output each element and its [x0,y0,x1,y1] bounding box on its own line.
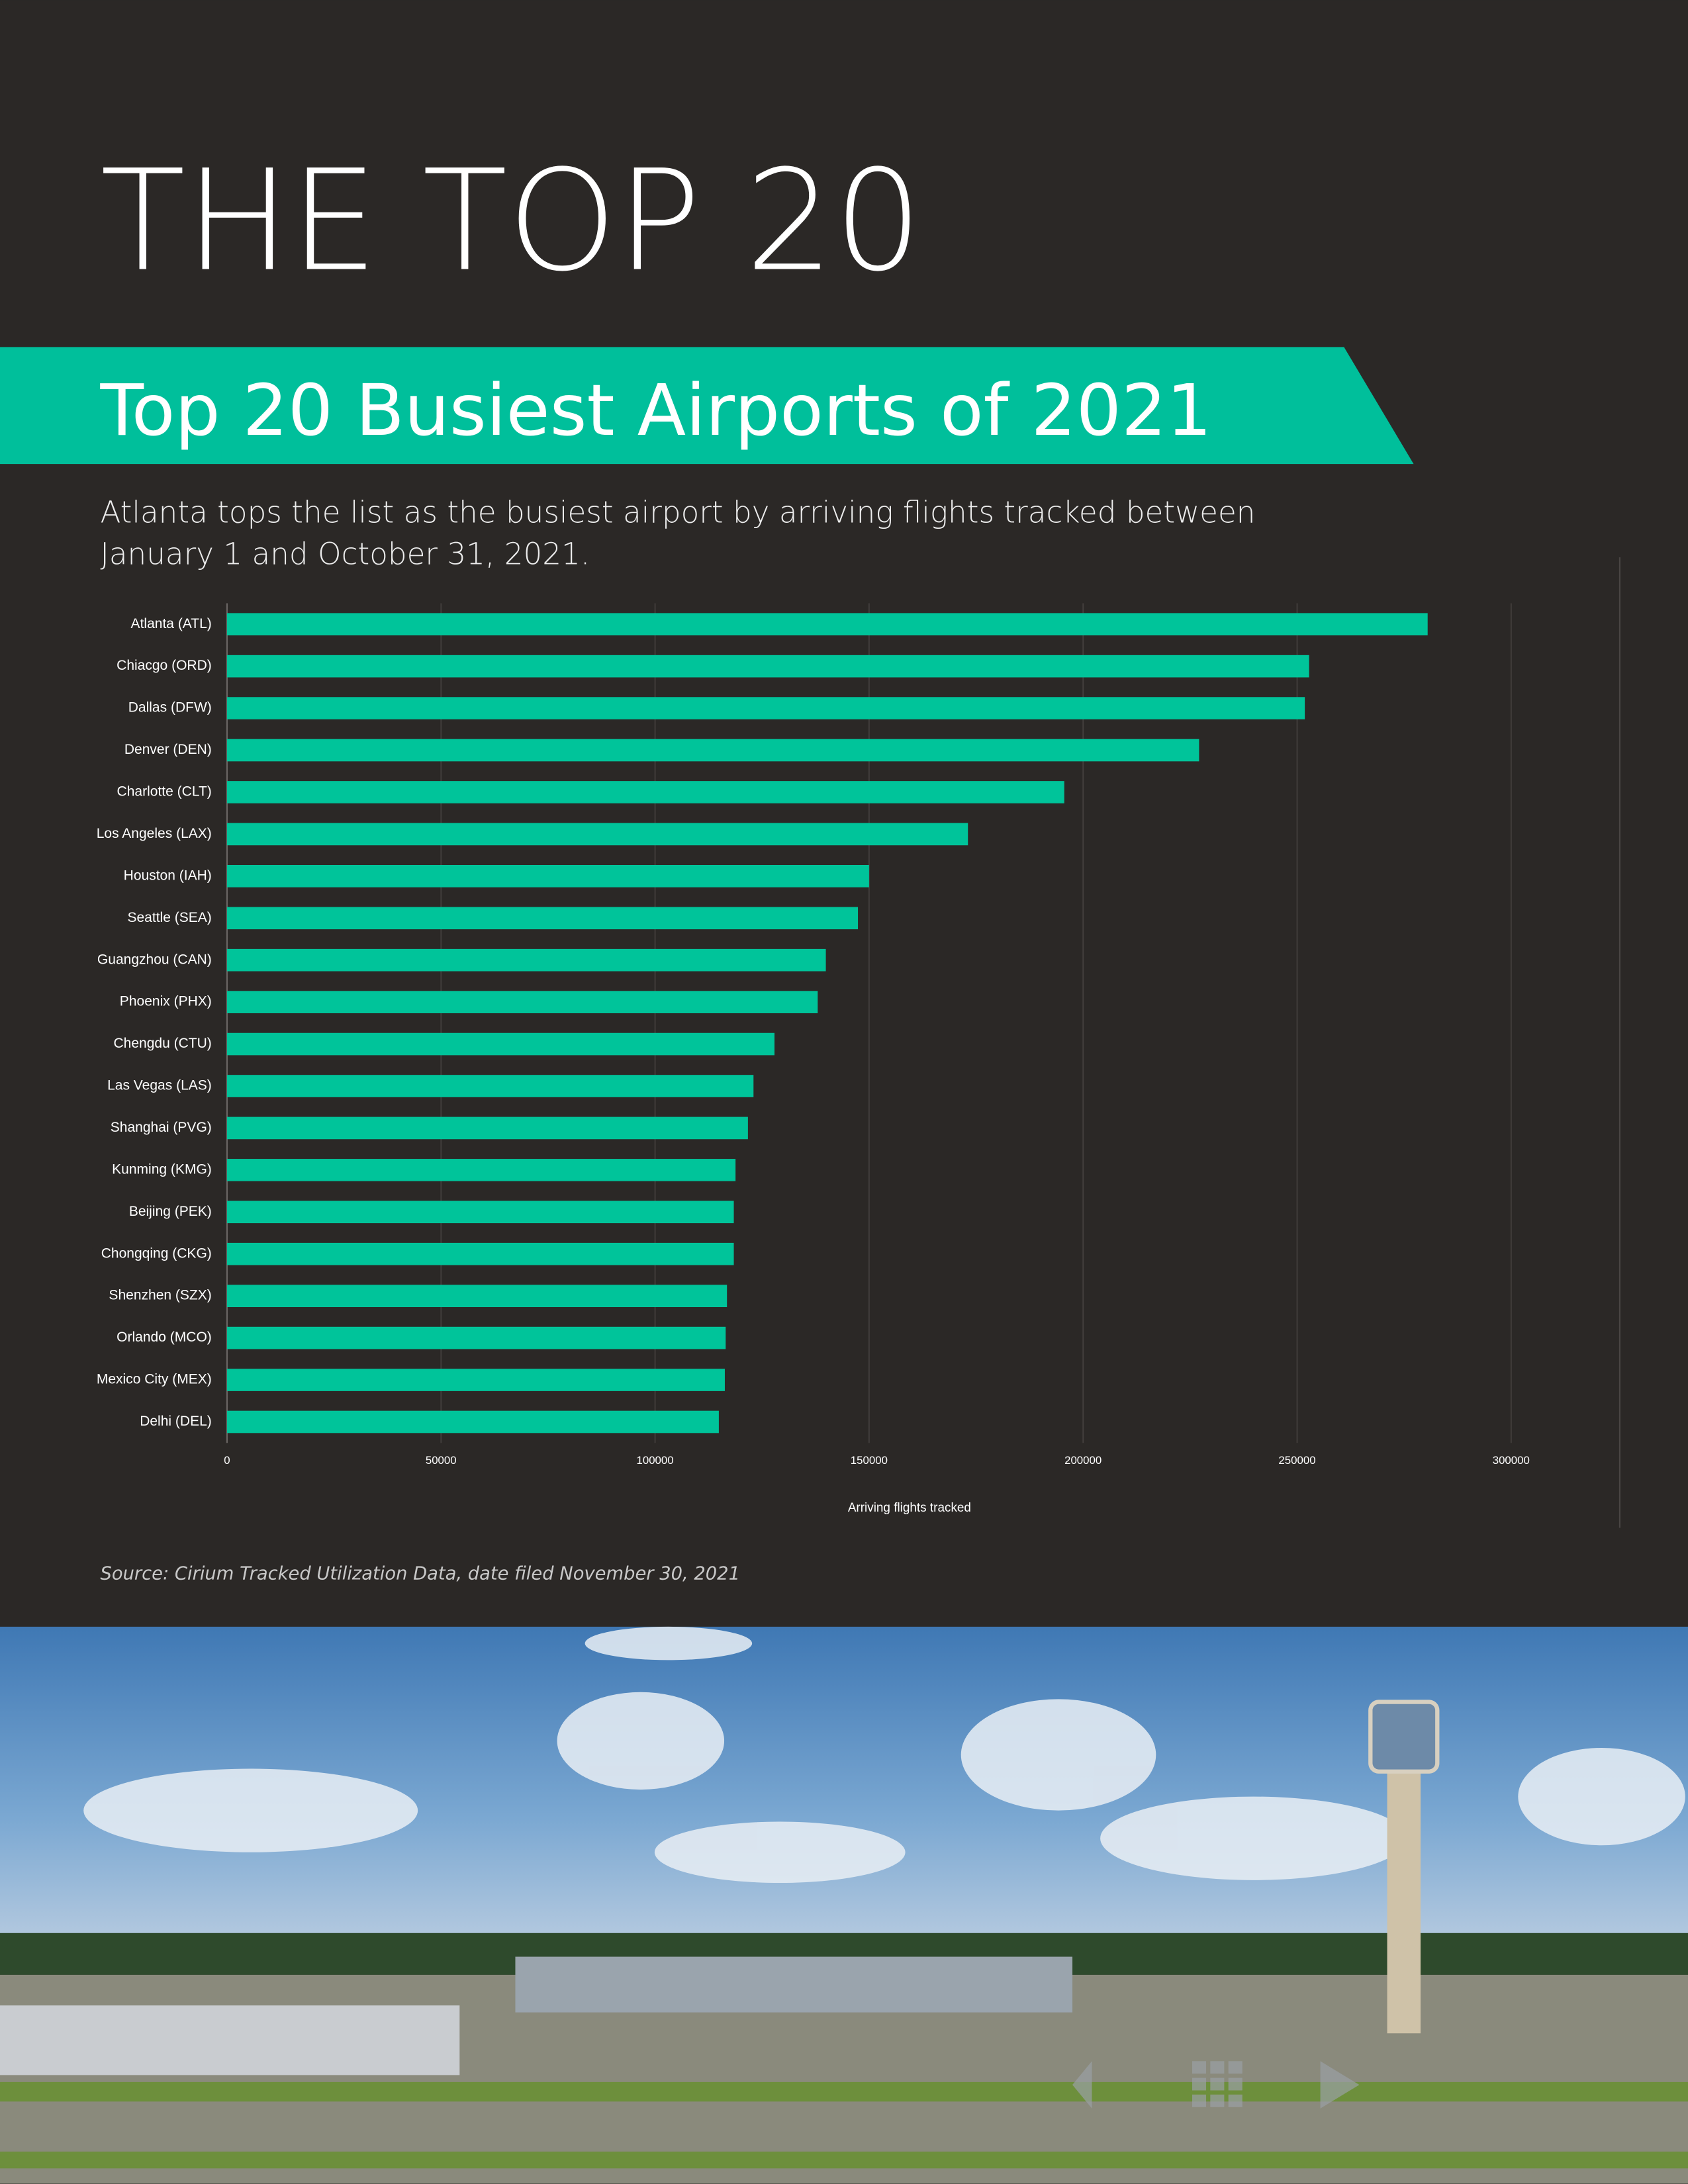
y-tick-label: Delhi (DEL) [140,1414,212,1429]
y-tick-label: Shenzhen (SZX) [109,1288,211,1303]
y-tick-label: Charlotte (CLT) [117,784,212,799]
y-tick-label: Shanghai (PVG) [111,1120,212,1135]
y-tick-label: Beijing (PEK) [129,1204,212,1219]
bar [226,907,859,930]
chart-title: Top 20 Busiest Airports of 2021 [99,369,1211,452]
x-tick-label: 150000 [851,1454,888,1467]
bar [226,1410,719,1433]
terminal [515,1956,1073,2013]
y-tick-label: Houston (IAH) [124,868,212,883]
title-banner [0,347,1414,465]
subtitle-box: Atlanta tops the list as the busiest air… [100,496,1256,573]
bar [226,613,1428,636]
y-tick-label: Denver (DEN) [124,742,212,757]
bar [226,1116,748,1140]
y-tick-label: Phoenix (PHX) [120,994,212,1009]
x-axis-label: Arriving flights tracked [848,1501,971,1515]
bar [226,1369,725,1391]
x-tick-label: 50000 [426,1454,457,1467]
background [0,0,1688,1626]
y-tick-label: Kunming (KMG) [112,1161,212,1177]
bar [226,1326,726,1349]
y-tick-label: Chengdu (CTU) [113,1036,211,1051]
y-tick-label: Chiacgo (ORD) [117,658,212,673]
x-tick-label: 300000 [1493,1454,1530,1467]
x-tick-label: 0 [224,1454,230,1467]
y-tick-label: Dallas (DFW) [128,700,212,715]
bar [226,991,818,1013]
grass [0,2081,1688,2102]
x-tick-label: 200000 [1064,1454,1102,1467]
y-tick-label: Seattle (SEA) [127,910,211,925]
grass [0,2152,1688,2169]
y-tick-label: Chongqing (CKG) [101,1246,212,1261]
bar [226,655,1309,678]
bar [226,865,869,887]
x-tick-label: 250000 [1278,1454,1315,1467]
y-tick-label: Guangzhou (CAN) [97,952,212,967]
bar [226,781,1064,803]
grid-button[interactable] [1192,2061,1243,2107]
bar [226,1159,736,1181]
bar [226,739,1199,762]
y-tick-label: Las Vegas (LAS) [107,1078,212,1093]
next-button[interactable] [1320,2061,1360,2109]
chart-subtitle: Atlanta tops the list as the busiest air… [100,496,1256,573]
prev-button[interactable] [1072,2061,1092,2109]
bar [226,948,826,972]
buildings [0,2005,460,2075]
bar [226,823,968,846]
y-tick-label: Mexico City (MEX) [97,1372,212,1387]
plot: 0 50000 100000 150000 200000 250000 300000 Atla… [97,603,1530,1467]
airport-photo [0,1626,1688,2184]
bar [226,1075,754,1097]
bar [226,1242,734,1265]
x-tick-label: 100000 [636,1454,673,1467]
y-tick-label: Los Angeles (LAX) [97,826,212,841]
tower-shaft [1387,1768,1421,2034]
y-tick-label: Orlando (MCO) [117,1330,212,1345]
y-tick-label: Atlanta (ATL) [131,616,212,631]
page-title: THE TOP 20 [100,140,922,302]
source-note: Source: Cirium Tracked Utilization Data,… [100,1563,739,1584]
bar [226,1201,734,1224]
bar [226,1032,774,1056]
bar [226,697,1305,719]
clouds [83,1626,1685,1884]
bar [226,1285,727,1308]
tower-cab [1368,1700,1440,1774]
